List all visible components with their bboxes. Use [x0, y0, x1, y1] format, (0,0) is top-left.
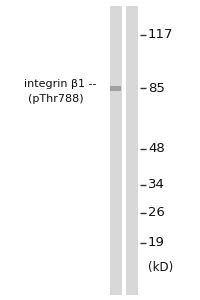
Text: integrin β1 --: integrin β1 --	[24, 79, 96, 89]
Text: (kD): (kD)	[148, 260, 173, 274]
Bar	[110, 86, 120, 91]
Text: 85: 85	[148, 82, 165, 95]
Bar	[110, 6, 120, 294]
Bar	[126, 6, 137, 294]
Text: (pThr788): (pThr788)	[28, 94, 84, 104]
Text: 48: 48	[148, 142, 165, 155]
Text: 117: 117	[148, 28, 174, 41]
Text: 34: 34	[148, 178, 165, 191]
Text: 26: 26	[148, 206, 165, 220]
Text: 19: 19	[148, 236, 165, 250]
